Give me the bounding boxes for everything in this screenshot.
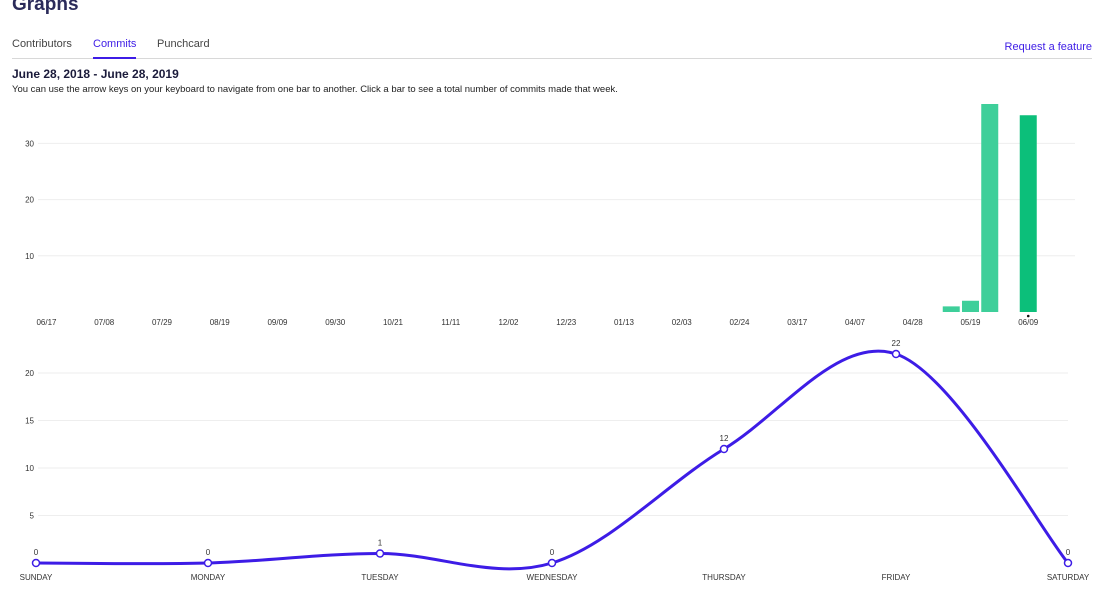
x-tick-label: 05/19 xyxy=(960,318,981,327)
x-tick-label: WEDNESDAY xyxy=(527,573,579,582)
date-range-title: June 28, 2018 - June 28, 2019 xyxy=(12,67,179,81)
selected-bar-marker xyxy=(1026,314,1030,318)
y-tick-label: 10 xyxy=(25,464,34,473)
y-tick-label: 15 xyxy=(25,417,34,426)
x-tick-label: SUNDAY xyxy=(20,573,53,582)
commits-line xyxy=(35,349,1070,571)
x-tick-label: 03/17 xyxy=(787,318,808,327)
y-tick-label: 30 xyxy=(25,139,34,148)
x-tick-label: THURSDAY xyxy=(702,573,746,582)
x-tick-label: TUESDAY xyxy=(361,573,399,582)
x-tick-label: 07/29 xyxy=(152,318,173,327)
data-point[interactable] xyxy=(719,444,729,454)
tab-bar: Contributors Commits Punchcard Request a… xyxy=(12,38,1092,59)
data-label: 0 xyxy=(1066,548,1071,557)
x-tick-label: 04/07 xyxy=(845,318,866,327)
data-label: 0 xyxy=(550,548,555,557)
weekly-commits-chart: 10 20 30 06/17 07/08 07/29 08/19 09/09 09/30 10/2… xyxy=(25,104,1075,327)
x-tick-label: SATURDAY xyxy=(1047,573,1090,582)
x-tick-label: FRIDAY xyxy=(882,573,911,582)
y-tick-label: 20 xyxy=(25,369,34,378)
x-tick-label: 02/24 xyxy=(729,318,750,327)
data-label: 1 xyxy=(378,539,383,548)
page-title: Graphs xyxy=(12,0,79,15)
data-point[interactable] xyxy=(31,558,41,568)
x-tick-label: 02/03 xyxy=(672,318,693,327)
x-tick-label: 11/11 xyxy=(441,318,460,327)
data-point[interactable] xyxy=(891,349,901,359)
x-tick-label: 07/08 xyxy=(94,318,115,327)
data-label: 0 xyxy=(206,548,211,557)
y-tick-label: 20 xyxy=(25,196,34,205)
x-tick-label: 08/19 xyxy=(210,318,231,327)
x-tick-label: 06/17 xyxy=(36,318,57,327)
tab-contributors[interactable]: Contributors xyxy=(12,38,72,50)
y-tick-label: 5 xyxy=(30,512,35,521)
data-label: 12 xyxy=(720,434,729,443)
commit-bar[interactable] xyxy=(942,306,960,312)
commit-bar[interactable] xyxy=(1019,115,1037,312)
data-point[interactable] xyxy=(375,549,385,558)
data-label: 22 xyxy=(892,339,901,348)
x-tick-label: MONDAY xyxy=(191,573,226,582)
daily-commits-chart: 5 10 15 20 0 SUNDAY 0 MONDAY 1 TUESDAY 0 WEDNESDAY 1… xyxy=(20,339,1090,582)
x-tick-label: 12/23 xyxy=(556,318,577,327)
commit-bar[interactable] xyxy=(962,300,979,312)
tab-punchcard[interactable]: Punchcard xyxy=(157,38,210,50)
x-tick-label: 04/28 xyxy=(903,318,924,327)
y-tick-label: 10 xyxy=(25,252,34,261)
data-point[interactable] xyxy=(1063,558,1073,568)
data-point[interactable] xyxy=(547,558,557,568)
data-point[interactable] xyxy=(203,558,213,568)
x-tick-label: 06/09 xyxy=(1018,318,1039,327)
x-tick-label: 09/30 xyxy=(325,318,346,327)
keyboard-hint: You can use the arrow keys on your keybo… xyxy=(12,84,618,95)
commit-bar[interactable] xyxy=(981,104,999,312)
tab-commits[interactable]: Commits xyxy=(93,38,137,59)
request-feature-link[interactable]: Request a feature xyxy=(1004,41,1092,53)
x-tick-label: 09/09 xyxy=(267,318,288,327)
x-tick-label: 10/21 xyxy=(383,318,404,327)
x-tick-label: 01/13 xyxy=(614,318,635,327)
x-tick-label: 12/02 xyxy=(498,318,519,327)
data-label: 0 xyxy=(34,548,39,557)
